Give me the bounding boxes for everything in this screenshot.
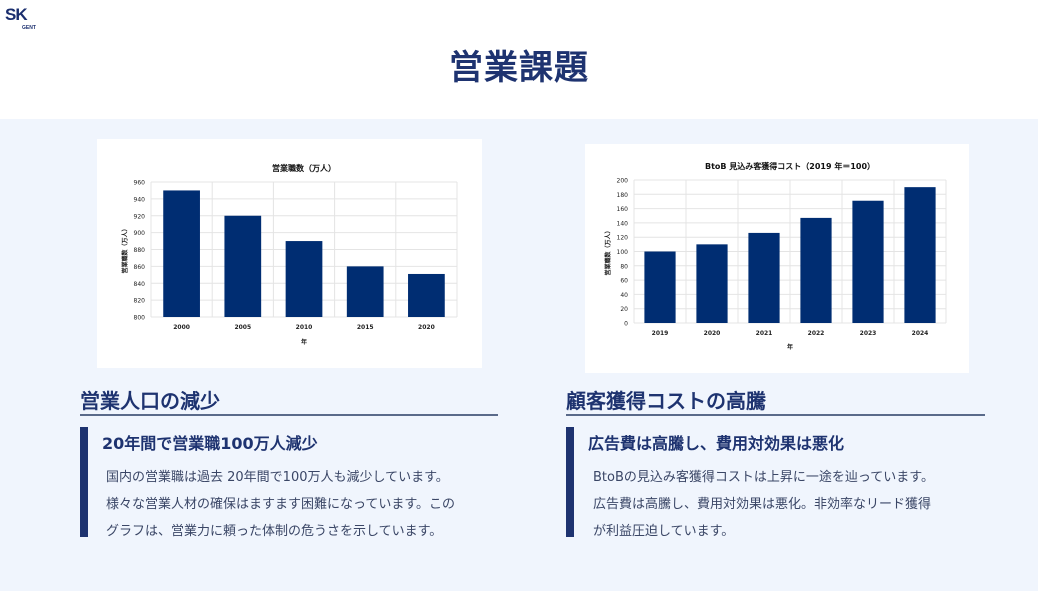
y-tick-label: 920 (134, 213, 146, 220)
x-tick-label: 2020 (704, 330, 721, 337)
y-tick-label: 860 (134, 264, 146, 271)
x-tick-label: 2022 (808, 330, 825, 337)
y-tick-label: 60 (620, 278, 628, 285)
y-tick-label: 120 (617, 235, 629, 242)
y-tick-label: 820 (134, 298, 146, 305)
x-tick-label: 2020 (418, 324, 435, 331)
y-tick-label: 200 (617, 178, 629, 185)
right-section-heading: 顧客獲得コストの高騰 (566, 389, 766, 413)
chart-title: 営業職数（万人） (272, 163, 336, 173)
left-body-line: グラフは、営業力に頼った体制の危うさを示しています。 (106, 524, 443, 539)
sales-workforce-chart: 800 820 840 860 880 900 920 940 960 2000 2005 2010 2… (121, 163, 458, 346)
y-tick-label: 20 (620, 306, 628, 313)
left-body-text: 国内の営業職は過去 20年間で100万人も減少しています。 様々な営業人材の確保… (106, 464, 455, 545)
left-section-divider (80, 414, 498, 416)
bar (285, 241, 323, 317)
y-tick-label: 960 (134, 180, 146, 187)
y-tick-label: 880 (134, 247, 146, 254)
bar (163, 190, 200, 317)
x-tick-label: 2023 (860, 330, 877, 337)
right-section-divider (566, 414, 985, 416)
bar (346, 266, 384, 317)
y-axis-label: 営業職数（万人） (604, 227, 612, 275)
right-body-line: 広告費は高騰し、費用対効果は悪化。非効率なリード獲得 (593, 497, 932, 512)
y-tick-label: 160 (617, 206, 629, 213)
chart-title: BtoB 見込み客獲得コスト（2019 年＝100） (705, 161, 875, 171)
y-axis-label: 営業職数（万人） (121, 225, 129, 273)
y-tick-label: 840 (134, 281, 146, 288)
x-tick-label: 2005 (234, 324, 251, 331)
logo-mark: SK (5, 5, 28, 24)
bar (800, 217, 832, 323)
y-tick-label: 900 (134, 230, 146, 237)
x-tick-label: 2019 (652, 330, 669, 337)
bar (696, 244, 728, 323)
x-tick-label: 2024 (912, 330, 929, 337)
left-section-heading: 営業人口の減少 (80, 389, 220, 413)
y-tick-label: 140 (617, 220, 629, 227)
left-body-line: 様々な営業人材の確保はますます困難になっています。この (106, 497, 456, 512)
x-tick-label: 2015 (357, 324, 374, 331)
y-tick-label: 180 (617, 192, 629, 199)
y-tick-label: 800 (134, 315, 146, 322)
bar (644, 251, 676, 323)
right-body-line: BtoBの見込み客獲得コストは上昇に一途を辿っています。 (593, 470, 934, 485)
acquisition-cost-chart-card: 0 20 40 60 80 100 120 140 160 180 200 2019 2020 2021 2… (585, 144, 969, 373)
logo-subtext: GENT (22, 25, 36, 31)
x-axis-label: 年 (787, 343, 793, 351)
left-sub-heading: 20年間で営業職100万人減少 (102, 434, 318, 453)
x-tick-label: 2010 (296, 324, 313, 331)
bar (904, 187, 936, 323)
left-body-line: 国内の営業職は過去 20年間で100万人も減少しています。 (106, 470, 449, 485)
right-accent-bar (566, 427, 574, 537)
y-tick-label: 0 (624, 321, 628, 328)
sales-workforce-chart-card: 800 820 840 860 880 900 920 940 960 2000 2005 2010 2… (97, 139, 482, 368)
x-axis-label: 年 (301, 338, 307, 346)
logo: SK GENT (5, 5, 41, 33)
y-tick-label: 80 (620, 263, 628, 270)
bar (224, 215, 262, 317)
right-sub-heading: 広告費は高騰し、費用対効果は悪化 (588, 434, 845, 453)
x-tick-label: 2000 (173, 324, 190, 331)
right-body-text: BtoBの見込み客獲得コストは上昇に一途を辿っています。 広告費は高騰し、費用対… (593, 464, 934, 545)
x-tick-label: 2021 (756, 330, 773, 337)
y-tick-label: 100 (617, 249, 629, 256)
bar (852, 200, 884, 323)
right-body-line: が利益圧迫しています。 (593, 524, 735, 539)
acquisition-cost-chart: 0 20 40 60 80 100 120 140 160 180 200 2019 2020 2021 2… (604, 161, 947, 351)
y-tick-label: 940 (134, 196, 146, 203)
bar (748, 232, 780, 323)
bar (408, 273, 445, 317)
page-title: 営業課題 (449, 48, 589, 88)
y-tick-label: 40 (620, 292, 628, 299)
left-accent-bar (80, 427, 88, 537)
